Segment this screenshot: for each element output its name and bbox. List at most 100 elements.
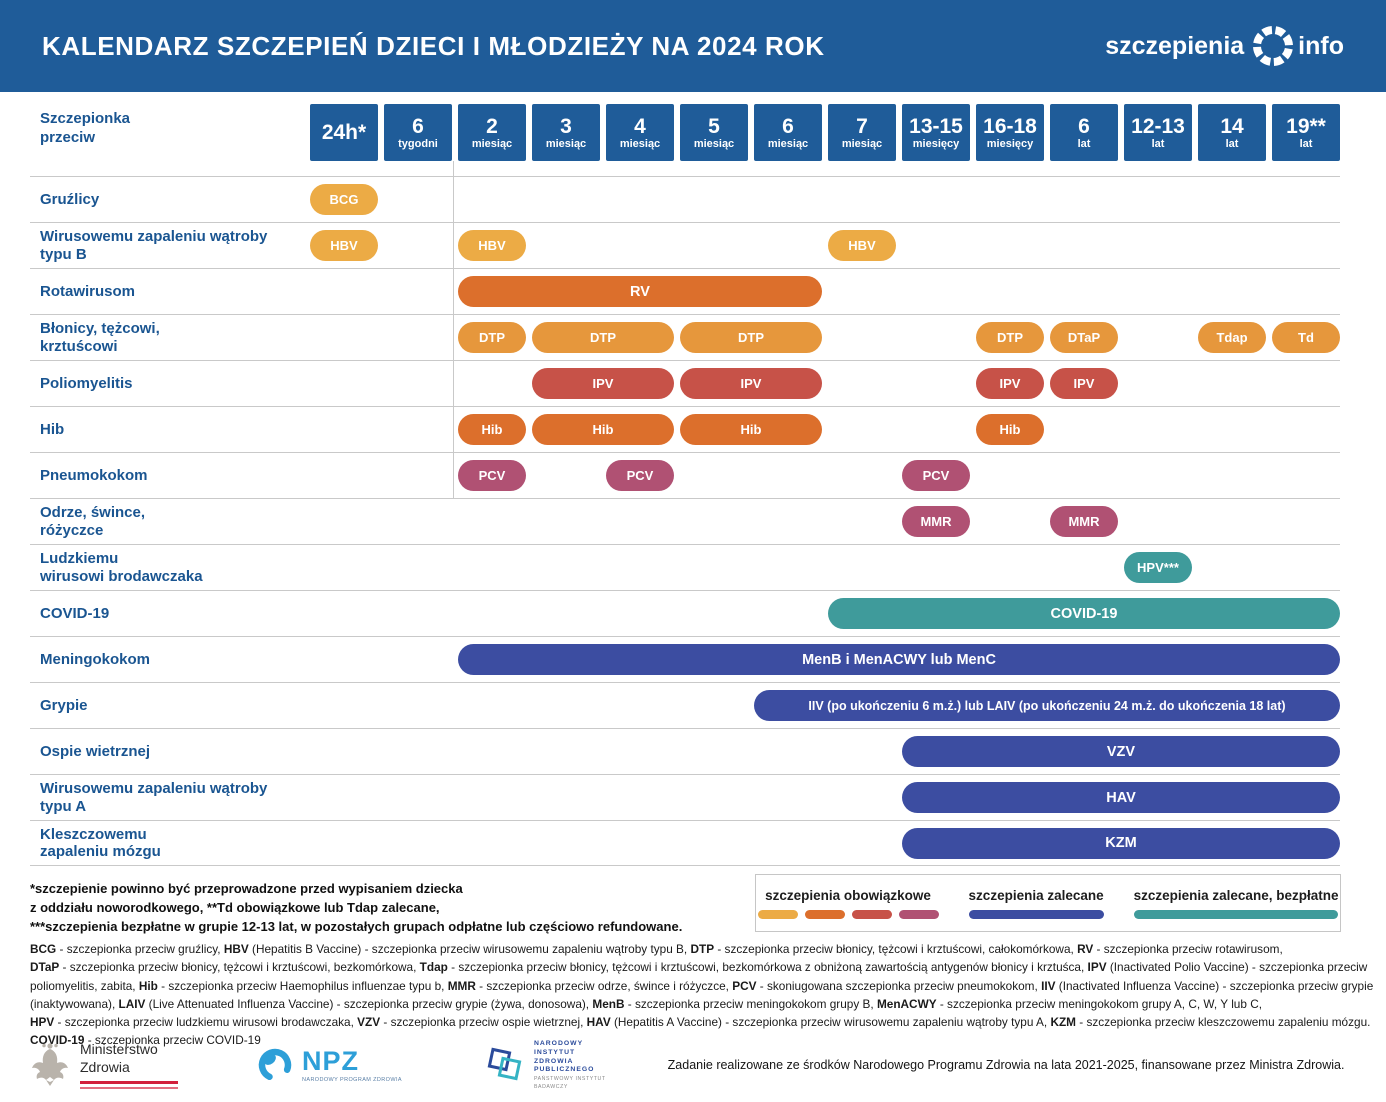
column-age-unit: miesiąc (619, 137, 661, 150)
logo-text-left: szczepienia (1105, 31, 1245, 60)
column-age-unit: tygodni (398, 137, 438, 150)
funding-statement: Zadanie realizowane ze środków Narodoweg… (667, 1058, 1345, 1073)
definition-line: COVID-19 - szczepionka przeciw COVID-19 (30, 1033, 261, 1048)
legend-swatch (851, 909, 892, 919)
definition-line: (inaktywowana), LAIV (Live Attenuated In… (30, 996, 1263, 1011)
nizp-subtitle-line: BADAWCZY (533, 1084, 568, 1091)
table-row: Poliomyelitis IPV IPV IPV IPV (30, 360, 1340, 406)
row-label: Gruźlicy (40, 190, 100, 208)
column-header: 4 miesiąc (606, 104, 674, 161)
row-label: Błonicy, tężcowi, krztuścowi (40, 320, 160, 355)
row-label: Rotawirusom (40, 282, 136, 300)
column-header: 16-18 miesięcy (976, 104, 1044, 161)
table-row: Meningokokom MenB i MenACWY lub MenC (30, 636, 1340, 682)
logo-text-right: info (1298, 31, 1344, 60)
vaccine-pill: IPV (680, 368, 822, 399)
column-age-value: 14 (1220, 114, 1244, 138)
page-title: KALENDARZ SZCZEPIEŃ DZIECI I MŁODZIEŻY N… (42, 30, 825, 61)
column-header: 14 lat (1198, 104, 1266, 161)
table-row: Pneumokokom PCV PCV PCV (30, 452, 1340, 498)
row-label: Kleszczowemu zapaleniu mózgu (40, 825, 161, 860)
column-header: 2 miesiąc (458, 104, 526, 161)
row-label: Meningokokom (40, 650, 151, 668)
vaccine-pill: IPV (532, 368, 674, 399)
column-age-value: 12-13 (1131, 114, 1185, 138)
column-age-value: 13-15 (909, 114, 963, 138)
legend-label: szczepienia obowiązkowe (765, 887, 931, 903)
footnote-line: ***szczepienia bezpłatne w grupie 12-13 … (30, 918, 683, 934)
column-divider-line (453, 161, 454, 499)
legend-swatches (1133, 909, 1339, 919)
column-age-value: 24h* (321, 121, 367, 144)
column-header: 24h* (310, 104, 378, 161)
row-label: Ludzkiemu wirusowi brodawczaka (40, 550, 203, 585)
vaccine-pill: Hib (976, 414, 1044, 445)
vaccine-pill: Hib (680, 414, 822, 445)
vaccine-pill: DTP (532, 322, 674, 353)
column-age-value: 4 (634, 114, 646, 138)
column-header: 5 miesiąc (680, 104, 748, 161)
schedule-table: Szczepionka przeciw 24h* 6 tygodni 2 miesiąc 3… (30, 104, 1340, 866)
row-bars: IIV (po ukończeniu 6 m.ż.) lub LAIV (po … (310, 683, 1340, 728)
legend-label: szczepienia zalecane, bezpłatne (1133, 887, 1339, 903)
definition-line: HPV - szczepionka przeciw ludzkiemu wiru… (30, 1015, 1371, 1030)
table-row: Ludzkiemu wirusowi brodawczaka HPV*** (30, 544, 1340, 590)
nizp-title-lines: NARODOWY INSTYTUT ZDROWIA PUBLICZNEGO (534, 1040, 606, 1075)
table-row: Kleszczowemu zapaleniu mózgu KZM (30, 820, 1340, 866)
table-row: COVID-19 COVID-19 (30, 590, 1340, 636)
legend-item: szczepienia zalecane, bezpłatne (1133, 887, 1339, 919)
npz-swoosh-icon (258, 1049, 292, 1082)
legend-item: szczepienia obowiązkowe (757, 887, 939, 919)
row-bars: PCV PCV PCV (310, 453, 1340, 498)
column-age-value: 3 (560, 114, 572, 138)
row-bars: HBV HBV HBV (310, 223, 1340, 268)
column-age-value: 7 (856, 114, 868, 138)
vaccine-pill: IIV (po ukończeniu 6 m.ż.) lub LAIV (po … (754, 690, 1340, 721)
column-age-value: 2 (486, 114, 498, 138)
row-bars: BCG (310, 177, 1340, 222)
ministry-of-health-logo: Ministerstwo Zdrowia (30, 1041, 178, 1090)
column-age-unit: miesiąc (471, 137, 513, 150)
logo-ring-icon (1253, 26, 1294, 66)
row-label: Grypie (40, 696, 88, 714)
row-bars: HPV*** (310, 545, 1340, 590)
vaccine-pill: BCG (310, 184, 378, 215)
row-label: Hib (40, 420, 65, 438)
row-bars: KZM (310, 821, 1340, 865)
table-row: Hib Hib Hib Hib Hib (30, 406, 1340, 452)
column-age-unit: miesiąc (693, 137, 735, 150)
footer: Ministerstwo Zdrowia NPZ NARODOWY PROGRAM… (30, 1040, 1356, 1091)
row-label: Pneumokokom (40, 466, 148, 484)
nizp-title-line: INSTYTUT (533, 1048, 576, 1056)
column-header: 6 miesiąc (754, 104, 822, 161)
row-label: Poliomyelitis (40, 374, 133, 392)
vaccine-pill: IPV (1050, 368, 1118, 399)
ministry-label: Ministerstwo Zdrowia (80, 1041, 158, 1075)
column-header: 7 miesiąc (828, 104, 896, 161)
table-row: Grypie IIV (po ukończeniu 6 m.ż.) lub LAI… (30, 682, 1340, 728)
vaccine-pill: MMR (1050, 506, 1118, 537)
column-age-value: 19** (1286, 114, 1326, 138)
legend-swatch (968, 909, 1104, 919)
row-bars: MMR MMR (310, 499, 1340, 544)
nizp-pzh-logo: NARODOWY INSTYTUT ZDROWIA PUBLICZNEGO PAŃST… (484, 1040, 606, 1091)
footnote-line: *szczepienie powinno być przeprowadzone … (30, 881, 463, 896)
vaccine-pill: RV (458, 276, 822, 307)
column-age-value: 6 (782, 114, 794, 138)
table-head: Szczepionka przeciw 24h* 6 tygodni 2 miesiąc 3… (30, 104, 1340, 161)
legend-swatch (1133, 909, 1339, 919)
vaccine-pill: HPV*** (1124, 552, 1192, 583)
npz-logo: NPZ NARODOWY PROGRAM ZDROWIA (256, 1046, 402, 1084)
row-bars: HAV (310, 775, 1340, 820)
table-row: Wirusowemu zapaleniu wątroby typu A HAV (30, 774, 1340, 820)
vaccine-pill: HBV (828, 230, 896, 261)
column-header: 6 tygodni (384, 104, 452, 161)
table-row: Odrze, śwince, różyczce MMR MMR (30, 498, 1340, 544)
header-bar: KALENDARZ SZCZEPIEŃ DZIECI I MŁODZIEŻY N… (0, 0, 1386, 92)
legend-swatches (757, 909, 939, 919)
vaccine-pill: Tdap (1198, 322, 1266, 353)
row-bars: Hib Hib Hib Hib (310, 407, 1340, 452)
legend-label: szczepienia zalecane (968, 887, 1104, 903)
column-age-value: 16-18 (983, 114, 1037, 138)
